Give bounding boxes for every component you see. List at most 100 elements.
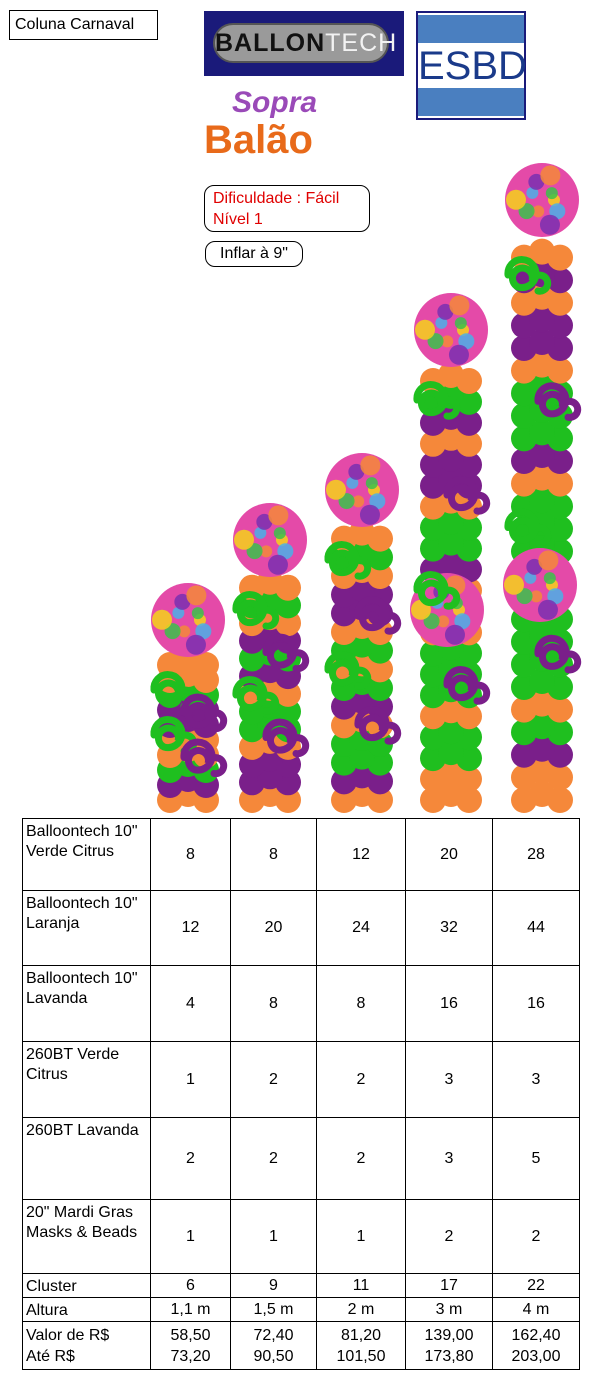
twist-balloon-swirl bbox=[180, 693, 228, 733]
twist-balloon-swirl bbox=[413, 381, 461, 420]
table-row: 260BT Lavanda 2 2 2 3 5 bbox=[22, 1117, 580, 1200]
balloon bbox=[438, 424, 464, 451]
price-from: 139,00 bbox=[424, 1326, 474, 1344]
balloon bbox=[529, 690, 555, 717]
twist-balloon-swirl bbox=[354, 596, 402, 635]
price-from: 72,40 bbox=[253, 1326, 294, 1344]
table-cell: 3 bbox=[492, 1041, 580, 1118]
twist-balloon-swirl bbox=[324, 541, 372, 580]
twist-balloon-swirl bbox=[232, 591, 280, 630]
table-cell: 2 bbox=[230, 1117, 317, 1200]
row-label: Altura bbox=[22, 1297, 151, 1322]
materials-table: Balloontech 10" Verde Citrus 8 8 12 20 2… bbox=[22, 818, 580, 1370]
price-to: 90,50 bbox=[253, 1347, 294, 1365]
balloon bbox=[438, 739, 464, 766]
price-cell: 139,00 173,80 bbox=[405, 1321, 493, 1370]
table-cell: 28 bbox=[492, 818, 580, 891]
price-cell: 72,40 90,50 bbox=[230, 1321, 317, 1370]
twist-balloon-swirl bbox=[443, 476, 491, 515]
balloon bbox=[349, 631, 375, 658]
row-label: Balloontech 10" Laranja bbox=[22, 890, 151, 966]
balloon bbox=[349, 743, 375, 770]
table-cell: 44 bbox=[492, 890, 580, 966]
balloon bbox=[438, 529, 464, 556]
price-label: Valor de R$ Até R$ bbox=[22, 1321, 151, 1370]
table-cell: 4 bbox=[150, 965, 231, 1042]
twist-balloon-swirl bbox=[180, 738, 228, 778]
twist-balloon-swirl bbox=[354, 706, 402, 745]
balloon bbox=[529, 464, 555, 491]
sopra-logo-line2: Balão bbox=[204, 118, 313, 162]
price-to: 101,50 bbox=[336, 1347, 386, 1365]
table-cell: 22 bbox=[492, 1273, 580, 1298]
balloon bbox=[349, 762, 375, 789]
twist-balloon-swirl bbox=[262, 718, 310, 758]
balloon bbox=[529, 735, 555, 762]
table-cell: 20 bbox=[230, 890, 317, 966]
esbd-logo-bar-top bbox=[418, 15, 524, 43]
balloon bbox=[529, 713, 555, 740]
table-cell: 12 bbox=[316, 818, 406, 891]
balloon bbox=[529, 351, 555, 378]
balloontech-logo: BALLONTECH bbox=[204, 11, 404, 76]
balloontech-logo-text-1: BALL bbox=[215, 29, 286, 57]
mardi-gras-mask-balloon bbox=[233, 503, 307, 577]
table-cell: 1,5 m bbox=[230, 1297, 317, 1322]
table-cell: 2 bbox=[492, 1199, 580, 1274]
balloon bbox=[438, 697, 464, 724]
page-title: Coluna Carnaval bbox=[9, 10, 158, 40]
table-row: Balloontech 10" Laranja 12 20 24 32 44 bbox=[22, 890, 580, 966]
balloon bbox=[529, 329, 555, 355]
price-from-label: Valor de R$ bbox=[26, 1327, 110, 1344]
table-cell: 6 bbox=[150, 1273, 231, 1298]
table-cell: 8 bbox=[316, 965, 406, 1042]
balloon bbox=[529, 781, 555, 807]
table-cell: 16 bbox=[492, 965, 580, 1042]
twist-balloon-swirl bbox=[534, 634, 582, 674]
twist-balloon-swirl bbox=[413, 571, 461, 610]
balloon bbox=[529, 238, 555, 265]
price-from: 81,20 bbox=[340, 1326, 382, 1344]
table-row: 260BT Verde Citrus 1 2 2 3 3 bbox=[22, 1041, 580, 1118]
table-cell: 1 bbox=[230, 1199, 317, 1274]
balloon bbox=[529, 306, 555, 333]
table-cell: 2 bbox=[316, 1117, 406, 1200]
balloon bbox=[438, 760, 464, 787]
table-cell: 2 bbox=[150, 1117, 231, 1200]
table-cell: 2 bbox=[230, 1041, 317, 1118]
balloon bbox=[529, 442, 555, 468]
table-cell: 9 bbox=[230, 1273, 317, 1298]
table-cell: 8 bbox=[230, 818, 317, 891]
row-label: 260BT Verde Citrus bbox=[22, 1041, 151, 1118]
table-cell: 12 bbox=[150, 890, 231, 966]
price-to: 173,80 bbox=[424, 1347, 474, 1365]
price-from: 58,50 bbox=[170, 1326, 211, 1344]
table-cell: 1 bbox=[150, 1199, 231, 1274]
mardi-gras-mask-balloon bbox=[325, 453, 399, 527]
table-cell: 4 m bbox=[492, 1297, 580, 1322]
inflate-size-box: Inflar à 9" bbox=[205, 241, 303, 267]
balloon bbox=[438, 655, 464, 682]
sopra-logo-line1: Sopra bbox=[232, 86, 318, 119]
balloon bbox=[529, 668, 555, 694]
table-cell: 2 bbox=[316, 1041, 406, 1118]
sopra-balao-logo: Sopra Balão bbox=[200, 86, 350, 168]
balloon bbox=[438, 550, 464, 577]
table-row: Balloontech 10" Verde Citrus 8 8 12 20 2… bbox=[22, 818, 580, 891]
table-cell: 17 bbox=[405, 1273, 493, 1298]
esbd-logo-bar-bottom bbox=[418, 88, 524, 116]
balloon bbox=[349, 575, 375, 602]
table-row: 20" Mardi Gras Masks & Beads 1 1 1 2 2 bbox=[22, 1199, 580, 1274]
balloon bbox=[438, 508, 464, 535]
difficulty-level: Nível 1 bbox=[213, 211, 263, 228]
esbd-logo: ESBD bbox=[416, 11, 527, 120]
table-row: Altura 1,1 m 1,5 m 2 m 3 m 4 m bbox=[22, 1297, 580, 1322]
mardi-gras-mask-balloon bbox=[505, 163, 579, 237]
table-row: Valor de R$ Até R$ 58,50 73,20 72,40 90,50… bbox=[22, 1321, 580, 1370]
twist-balloon-swirl bbox=[504, 508, 552, 548]
mardi-gras-mask-balloon bbox=[414, 293, 488, 367]
balloon bbox=[349, 725, 375, 751]
twist-balloon-swirl bbox=[534, 382, 582, 421]
twist-balloon-swirl bbox=[324, 651, 372, 690]
twist-balloon-swirl bbox=[150, 716, 198, 755]
